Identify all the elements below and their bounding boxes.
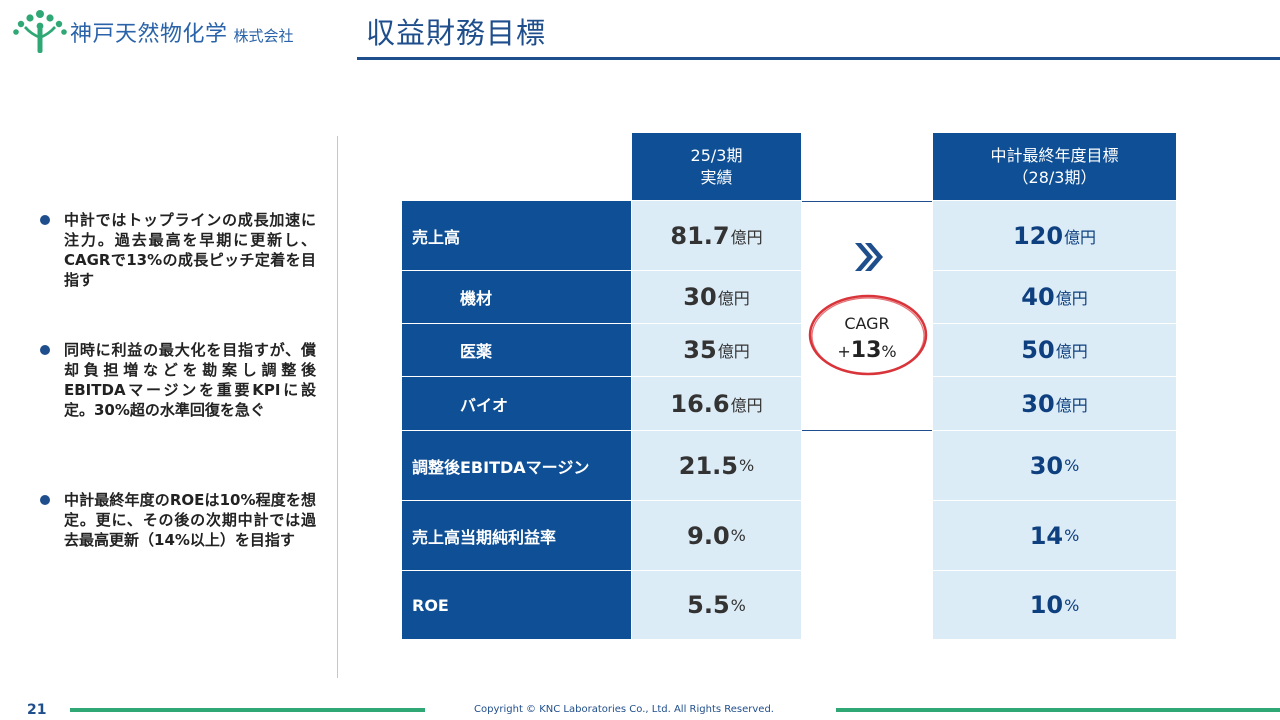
footer-line-right [836,708,1280,712]
value-number: 81.7 [670,221,730,250]
target-value-cell: 40 億円 [933,271,1176,323]
value-number: 30 [1021,389,1055,418]
value-unit: 億円 [717,342,750,361]
value-unit: 億円 [717,289,750,308]
page-title: 収益財務目標 [366,16,547,50]
row-label: 調整後EBITDAマージン [402,431,631,500]
bracket-top-line [802,201,932,202]
cagr-value: +13% [802,338,932,363]
value-unit: % [739,456,755,475]
column-header-line: 25/3期 [690,145,743,165]
target-value-cell: 50 億円 [933,324,1176,376]
value-unit: % [1064,526,1080,545]
row-label: 医薬 [402,324,631,376]
company-logo: 神戸天然物化学 株式会社 [12,6,294,58]
value-unit: % [730,526,746,545]
value-number: 5.5 [687,591,730,619]
column-header-line: 中計最終年度目標 [990,145,1119,165]
value-unit: 億円 [730,227,763,247]
value-number: 10 [1029,591,1064,619]
column-header-target: 中計最終年度目標 （28/3期） [933,133,1176,200]
column-header-actual: 25/3期 実績 [632,133,801,200]
bullet-item: 中計ではトップラインの成長加速に注力。過去最高を早期に更新し、CAGRで13%の… [38,210,316,290]
value-unit: 億円 [1064,227,1097,247]
row-label: 売上高 [402,201,631,270]
cagr-number: 13 [850,338,882,363]
value-unit: 億円 [1055,395,1088,415]
target-value-cell: 14% [933,501,1176,570]
row-label: ROE [402,571,631,639]
double-chevron-right-icon [855,243,883,271]
value-unit: % [1064,595,1080,615]
value-unit: 億円 [1055,289,1088,308]
bullet-item: 同時に利益の最大化を目指すが、償却負担増などを勘案し調整後EBITDAマージンを… [38,340,316,420]
value-number: 120 [1012,221,1064,250]
target-value-cell: 30% [933,431,1176,500]
row-label: バイオ [402,377,631,430]
actual-value-cell: 35 億円 [632,324,801,376]
cagr-circle-mark [808,294,928,376]
row-label: 機材 [402,271,631,323]
bracket-bottom-line [802,430,932,431]
cagr-unit: % [881,342,897,361]
value-unit: % [1064,456,1080,475]
footer-line-left [70,708,425,712]
actual-value-cell: 30 億円 [632,271,801,323]
title-bar: 収益財務目標 [357,0,1280,60]
cagr-prefix: + [837,342,851,361]
column-header-line: 実績 [700,167,733,187]
page-number: 21 [27,702,47,718]
bullet-item: 中計最終年度のROEは10%程度を想定。更に、その後の次期中計では過去最高更新（… [38,490,316,550]
value-number: 21.5 [678,451,738,480]
value-number: 30 [1029,451,1064,480]
value-number: 50 [1021,336,1055,364]
actual-value-cell: 5.5% [632,571,801,639]
value-number: 30 [683,283,717,311]
value-unit: % [730,595,746,615]
actual-value-cell: 9.0% [632,501,801,570]
cagr-label: CAGR [844,314,890,333]
value-number: 9.0 [687,521,730,550]
actual-value-cell: 21.5% [632,431,801,500]
column-header-line: （28/3期） [1012,167,1097,187]
copyright-text: Copyright © KNC Laboratories Co., Ltd. A… [474,704,774,715]
value-number: 35 [683,336,717,364]
value-number: 16.6 [670,389,730,418]
value-number: 40 [1021,283,1055,311]
value-unit: 億円 [1055,342,1088,361]
value-number: 14 [1029,521,1064,550]
target-value-cell: 30 億円 [933,377,1176,430]
company-name: 神戸天然物化学 [70,22,228,47]
vertical-divider [337,136,338,678]
target-value-cell: 120 億円 [933,201,1176,270]
value-unit: 億円 [730,395,763,415]
tree-logo-icon [13,10,67,53]
actual-value-cell: 81.7 億円 [632,201,801,270]
actual-value-cell: 16.6 億円 [632,377,801,430]
company-suffix: 株式会社 [233,27,294,45]
row-label: 売上高当期純利益率 [402,501,631,570]
target-value-cell: 10% [933,571,1176,639]
